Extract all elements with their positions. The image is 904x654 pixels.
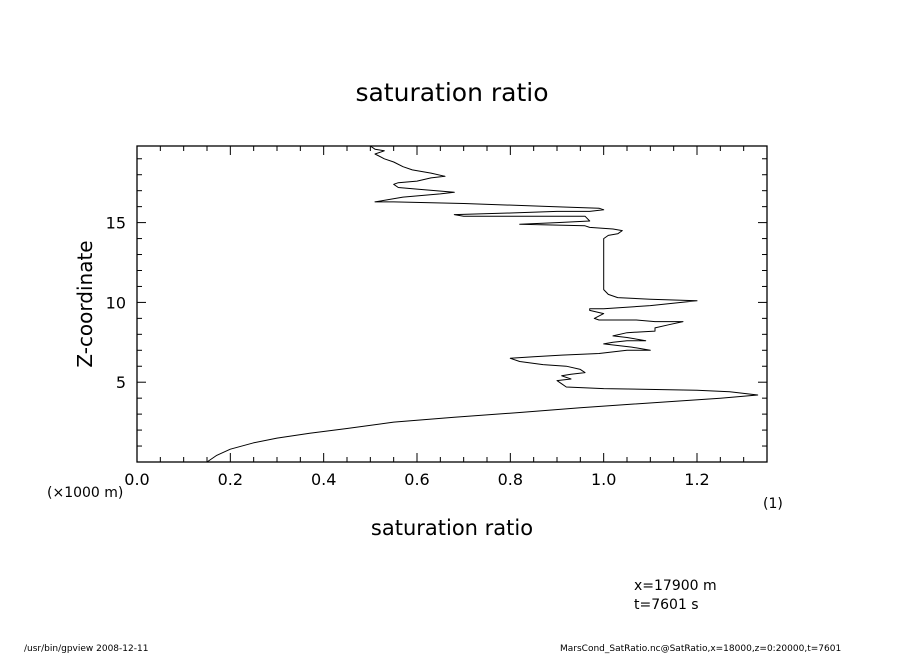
x-tick-label: 1.0 bbox=[591, 470, 616, 489]
x-axis-unit: (1) bbox=[763, 496, 783, 512]
x-tick-label: 0.6 bbox=[404, 470, 429, 489]
time-annotation: t=7601 s bbox=[634, 597, 699, 613]
y-axis-label: Z-coordinate bbox=[73, 240, 97, 367]
y-tick-label: 15 bbox=[106, 214, 126, 233]
series-line bbox=[206, 145, 759, 463]
plot-axes: 0.0 0.2 0.4 0.6 0.8 1.0 1.2 5 10 15 bbox=[106, 145, 768, 489]
y-tick-label: 5 bbox=[116, 373, 126, 392]
position-annotation: x=17900 m bbox=[634, 578, 717, 594]
chart-title: saturation ratio bbox=[355, 78, 548, 107]
footer-right-text: MarsCond_SatRatio.nc@SatRatio,x=18000,z=… bbox=[560, 644, 841, 654]
footer-left-text: /usr/bin/gpview 2008-12-11 bbox=[24, 644, 148, 654]
x-axis-label: saturation ratio bbox=[371, 516, 533, 540]
x-tick-label: 0.4 bbox=[311, 470, 336, 489]
x-tick-label: 0.2 bbox=[218, 470, 243, 489]
x-tick-label: 1.2 bbox=[684, 470, 709, 489]
x-tick-label: 0.8 bbox=[498, 470, 523, 489]
y-tick-label: 10 bbox=[106, 293, 126, 312]
x-tick-label: 0.0 bbox=[124, 470, 149, 489]
y-axis-unit: (×1000 m) bbox=[47, 485, 123, 501]
series-layer bbox=[206, 145, 759, 463]
plot-frame bbox=[136, 145, 768, 463]
